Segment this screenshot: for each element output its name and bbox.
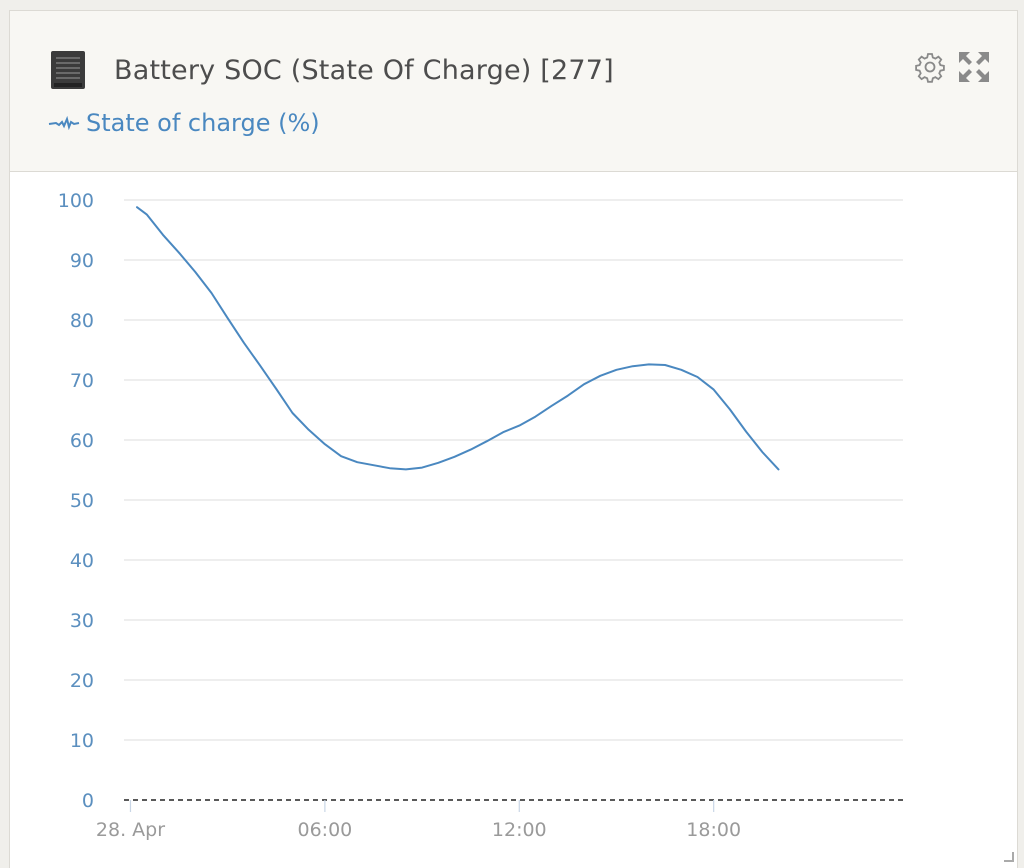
gear-icon[interactable] [914, 51, 946, 83]
widget-header: Battery SOC (State Of Charge) [277] Stat… [10, 11, 1017, 172]
widget-title: Battery SOC (State Of Charge) [277] [114, 55, 614, 86]
battery-icon [51, 51, 85, 89]
resize-handle[interactable] [1004, 852, 1014, 862]
legend-item-state-of-charge[interactable]: State of charge (%) [48, 109, 320, 137]
battery-soc-widget: Battery SOC (State Of Charge) [277] Stat… [9, 10, 1018, 868]
legend-label: State of charge (%) [86, 109, 320, 137]
expand-icon[interactable] [956, 49, 992, 85]
line-sample-icon [48, 116, 80, 130]
